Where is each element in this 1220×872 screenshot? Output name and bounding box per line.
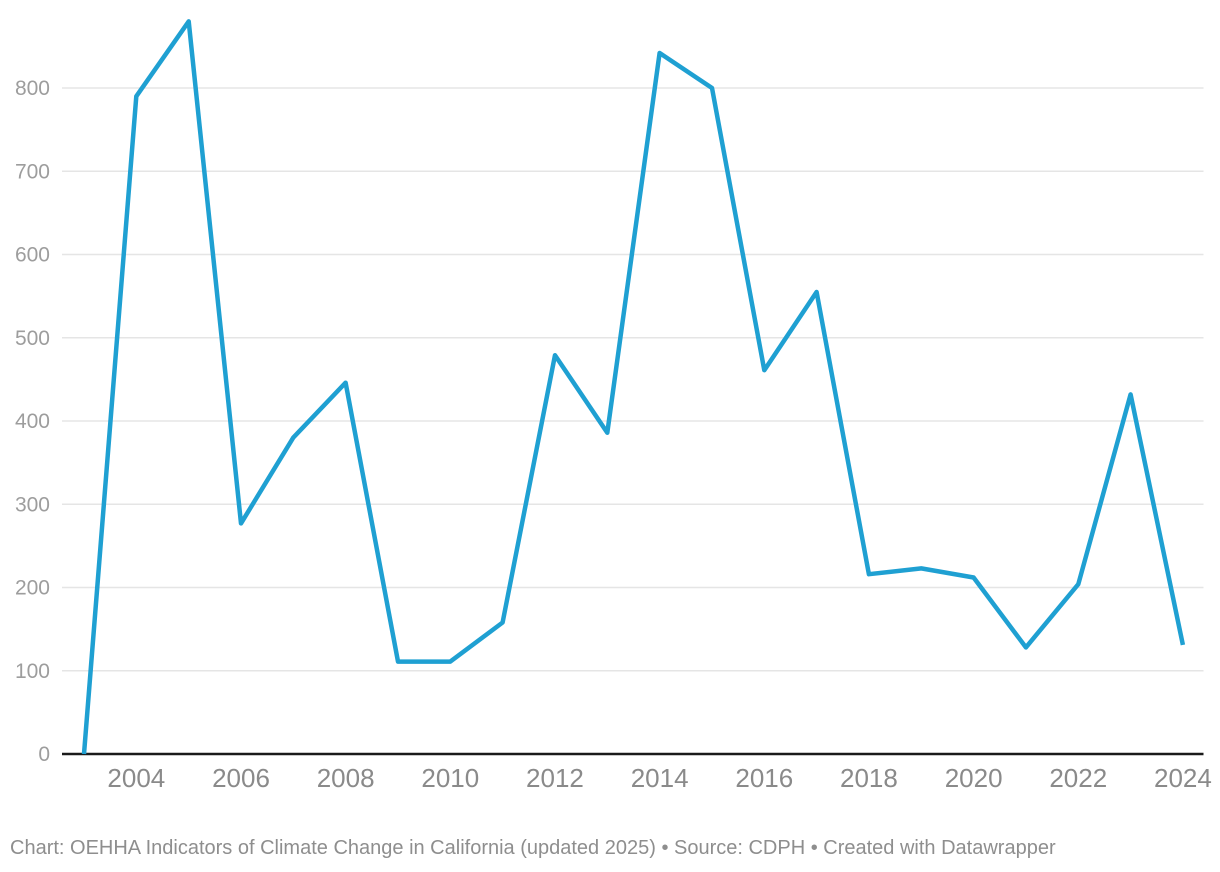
x-tick-label: 2020	[945, 763, 1003, 793]
line-chart-svg: 0 100 200 300 400 500 600 700 800 2004 2006 2008 201…	[15, 19, 1212, 793]
x-tick-label: 2022	[1049, 763, 1107, 793]
x-tick-label: 2016	[735, 763, 793, 793]
x-tick-label: 2004	[107, 763, 165, 793]
y-tick-label: 700	[15, 160, 50, 183]
x-tick-label: 2008	[317, 763, 375, 793]
x-tick-label: 2006	[212, 763, 270, 793]
y-tick-label: 300	[15, 493, 50, 516]
y-tick-label: 600	[15, 244, 50, 267]
y-tick-label: 200	[15, 577, 50, 600]
y-tick-label: 400	[15, 410, 50, 433]
x-tick-label: 2014	[631, 763, 689, 793]
y-tick-label: 100	[15, 660, 50, 683]
y-tick-label: 800	[15, 77, 50, 100]
x-tick-label: 2018	[840, 763, 898, 793]
x-tick-label: 2012	[526, 763, 584, 793]
x-tick-label: 2010	[421, 763, 479, 793]
y-tick-label: 0	[38, 743, 50, 766]
chart-caption: Chart: OEHHA Indicators of Climate Chang…	[10, 837, 1056, 859]
x-tick-label: 2024	[1154, 763, 1212, 793]
data-series-line	[81, 19, 1186, 755]
y-tick-label: 500	[15, 327, 50, 350]
